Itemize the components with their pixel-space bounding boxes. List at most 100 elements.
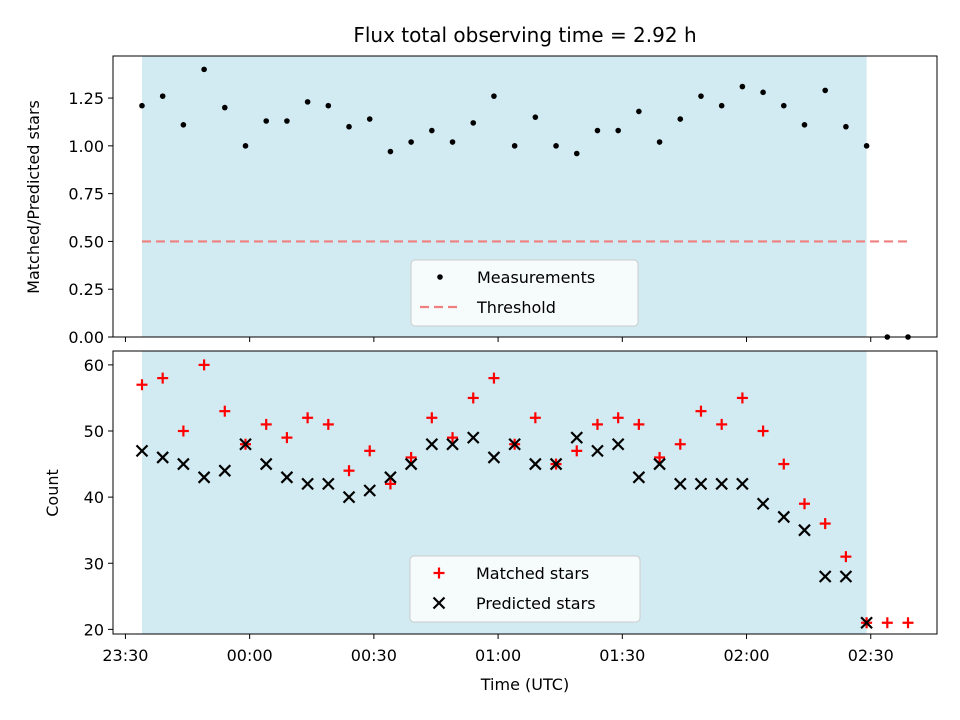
cross-stroke-b xyxy=(425,437,439,451)
predicted-star-point xyxy=(342,490,356,504)
measurement-point xyxy=(449,139,456,145)
bottom-y-tick-label: 30 xyxy=(84,554,104,573)
measurement-point xyxy=(863,143,870,149)
top-plot-frame xyxy=(112,55,938,338)
x-tick-label: 23:30 xyxy=(102,646,148,665)
measurement-point xyxy=(636,108,642,115)
matched-star-point xyxy=(198,359,210,371)
matched-star-point xyxy=(716,418,728,430)
measurement-point xyxy=(656,139,663,145)
cross-stroke-b xyxy=(591,444,604,458)
predicted-star-point xyxy=(508,437,521,451)
predicted-star-point xyxy=(529,457,542,471)
cross-stroke-b xyxy=(715,477,728,491)
top-y-tick-label: 0.75 xyxy=(68,185,104,204)
matched-star-point xyxy=(384,478,396,490)
measurement-point xyxy=(677,116,684,122)
predicted-star-point xyxy=(425,437,439,451)
matched-star-point xyxy=(757,425,769,437)
cross-stroke-b xyxy=(446,437,459,451)
matched-star-point xyxy=(840,551,852,563)
measurement-point xyxy=(346,123,352,130)
matched-star-point xyxy=(322,418,334,430)
predicted-star-point xyxy=(549,457,563,471)
legend-cross xyxy=(432,596,446,610)
cross-stroke-b xyxy=(860,616,873,630)
top-y-axis-label: Matched/Predicted stars xyxy=(24,100,43,294)
legend-measurements-label: Measurements xyxy=(477,268,595,287)
legend-plus xyxy=(433,567,445,579)
matched-star-point xyxy=(405,451,417,463)
top-y-ticks: 0.00 0.25 0.50 0.75 1.00 1.25 xyxy=(68,89,113,347)
cross-stroke-b xyxy=(197,471,211,484)
predicted-star-point xyxy=(280,471,294,484)
cross-stroke-b xyxy=(777,510,791,524)
measurement-point xyxy=(573,150,580,157)
predicted-stars-points xyxy=(135,431,873,630)
matched-star-point xyxy=(674,438,686,450)
predicted-star-point xyxy=(156,451,169,464)
matched-star-point xyxy=(260,418,272,430)
matched-star-point xyxy=(488,372,500,384)
cross-stroke-b xyxy=(156,451,169,464)
matched-star-point xyxy=(798,498,810,510)
cross-stroke-b xyxy=(653,457,666,471)
bottom-legend-box xyxy=(409,555,641,623)
cross-stroke-b xyxy=(611,437,625,451)
cross-stroke-b xyxy=(259,457,273,471)
predicted-star-point xyxy=(798,523,811,537)
measurement-point xyxy=(801,122,808,128)
cross-stroke-b xyxy=(529,457,542,471)
predicted-star-point xyxy=(404,457,418,471)
measurement-point xyxy=(387,148,394,155)
matched-star-point xyxy=(136,379,148,391)
predicted-star-point xyxy=(653,457,666,471)
cross-stroke-b xyxy=(798,523,811,537)
legend-predicted-marker xyxy=(432,596,446,610)
predicted-star-point xyxy=(322,477,335,491)
measurement-point xyxy=(201,66,207,73)
cross-stroke-b xyxy=(673,477,687,491)
matched-star-point xyxy=(654,451,666,463)
measurement-point xyxy=(284,118,290,124)
matched-star-point xyxy=(778,458,790,470)
top-y-tick-label: 0.25 xyxy=(68,280,104,299)
measurement-point xyxy=(408,139,414,145)
top-panel: 0.00 0.25 0.50 0.75 1.00 1.25 Matched/Predict… xyxy=(24,55,938,347)
cross-stroke-b xyxy=(432,596,446,610)
top-y-tick-label: 0.00 xyxy=(68,328,104,347)
measurement-point xyxy=(263,118,270,124)
matched-star-point xyxy=(902,617,914,629)
cross-stroke-b xyxy=(239,437,252,451)
x-tick-label: 01:00 xyxy=(475,646,521,665)
matched-star-point xyxy=(571,445,583,457)
matched-star-point xyxy=(426,412,438,424)
x-tick-label: 01:30 xyxy=(599,646,645,665)
legend-matched-label: Matched stars xyxy=(476,564,589,583)
matched-star-point xyxy=(736,392,748,404)
bottom-legend: Matched stars Predicted stars xyxy=(409,555,641,623)
x-axis-label: Time (UTC) xyxy=(480,675,569,694)
measurement-point xyxy=(698,93,704,99)
predicted-star-point xyxy=(591,444,604,458)
predicted-star-point xyxy=(384,471,397,484)
cross-stroke-b xyxy=(508,437,521,451)
top-legend-box xyxy=(410,259,639,327)
measurement-point xyxy=(139,102,145,109)
matched-star-point xyxy=(695,405,707,417)
predicted-star-point xyxy=(694,477,708,491)
predicted-star-point xyxy=(839,570,853,583)
matched-star-point xyxy=(281,432,293,444)
cross-stroke-b xyxy=(135,444,149,458)
bottom-y-axis-label: Count xyxy=(43,469,62,517)
top-y-tick-label: 1.25 xyxy=(68,89,104,108)
predicted-star-point xyxy=(736,477,749,491)
measurement-point xyxy=(718,102,725,109)
measurement-point xyxy=(822,87,829,94)
predicted-star-point xyxy=(777,510,791,524)
matched-star-point xyxy=(881,617,893,629)
predicted-star-point xyxy=(466,431,480,444)
measurement-point xyxy=(553,143,559,149)
predicted-star-point xyxy=(715,477,728,491)
